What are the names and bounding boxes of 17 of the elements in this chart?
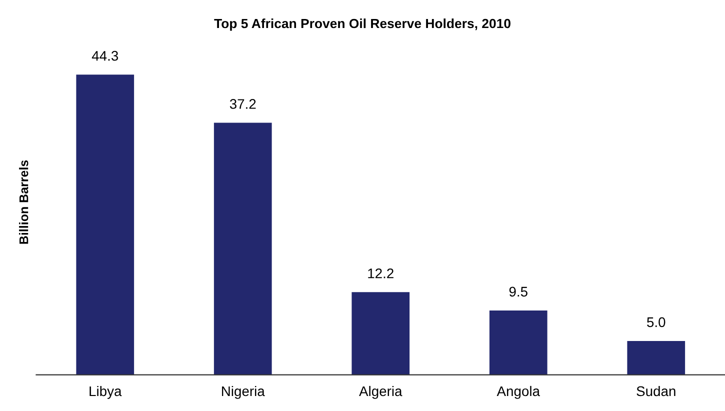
x-tick-label: Nigeria [222, 386, 265, 399]
x-tick-label: Sudan [636, 386, 676, 396]
data-label: 44.3 [92, 50, 118, 61]
data-label: 37.2 [230, 99, 256, 109]
chart-title: Top 5 African Proven Oil Reserve Holders, 2010 [214, 18, 510, 31]
bar [627, 340, 686, 375]
bar [214, 122, 272, 375]
bar [76, 74, 134, 375]
data-label: 9.5 [509, 286, 528, 297]
x-tick-label: Algeria [359, 386, 402, 399]
data-label: 5.0 [647, 317, 666, 328]
x-tick-label: Libya [90, 386, 122, 399]
bar [489, 310, 548, 375]
bar [352, 292, 410, 375]
data-label: 12.2 [368, 268, 394, 278]
x-tick-label: Angola [496, 386, 540, 399]
y-axis-title: Billion Barrels [19, 160, 28, 244]
